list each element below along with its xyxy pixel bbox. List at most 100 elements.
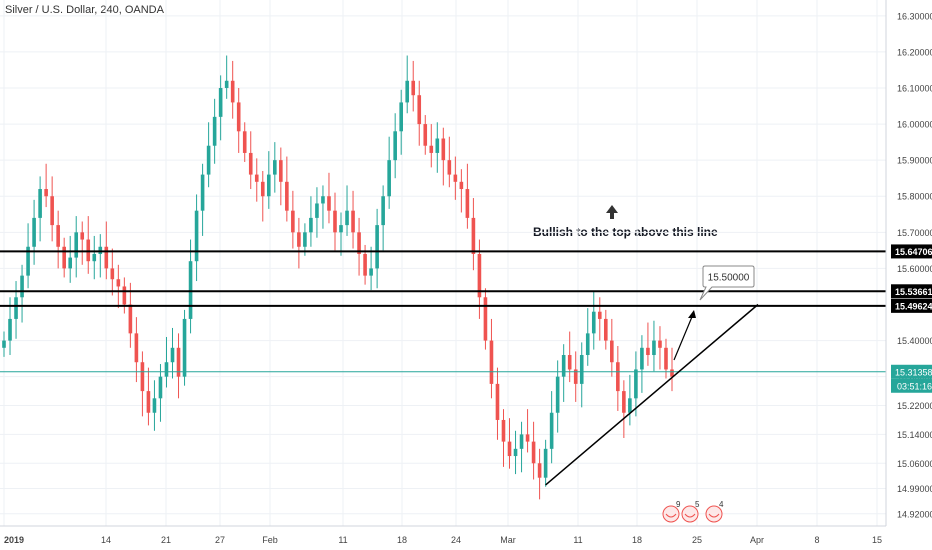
candle-body <box>513 448 518 457</box>
price-tick-label: 16.30000 <box>897 11 932 21</box>
candle-body <box>628 398 632 413</box>
flag-icon <box>681 505 699 523</box>
time-tick-label: Mar <box>500 535 516 545</box>
candle-body <box>339 225 343 233</box>
candle-body <box>417 95 422 125</box>
level-price-text: 15.53661 <box>895 287 932 297</box>
price-tick-label: 14.92000 <box>897 509 932 519</box>
flag-icon-detail <box>665 513 677 518</box>
price-tick-label: 16.10000 <box>897 83 932 93</box>
candle-body <box>664 347 668 370</box>
event-badge: 9 <box>662 500 681 523</box>
candle-body <box>561 355 566 377</box>
target-callout-text: 15.50000 <box>708 273 750 284</box>
candle-body <box>315 203 319 218</box>
countdown-tag <box>891 378 932 393</box>
candle-body <box>640 347 644 370</box>
candle-body <box>182 318 187 377</box>
candle-body <box>603 318 608 341</box>
candle-body <box>92 253 97 262</box>
annotations-layer: 15.50000 9 5 4 <box>545 205 759 523</box>
candle-body <box>531 441 536 464</box>
candle-body <box>134 333 139 363</box>
candle-body <box>465 189 470 218</box>
candle-body <box>411 80 416 96</box>
target-arrow-line <box>673 311 695 361</box>
event-badge-count: 4 <box>719 500 724 509</box>
candle-body <box>309 217 313 233</box>
candle-body <box>399 102 403 132</box>
candle-body <box>670 369 674 377</box>
candle-body <box>236 102 241 132</box>
target-callout-box <box>699 265 755 301</box>
candle-body <box>658 340 662 348</box>
price-tick-label: 16.20000 <box>897 47 932 57</box>
candle-body <box>543 448 548 478</box>
candle-body <box>242 131 247 153</box>
candle-body <box>110 268 115 280</box>
time-tick-label: 14 <box>101 535 111 545</box>
candle-body <box>200 174 205 211</box>
candle-body <box>555 376 560 413</box>
candle-body <box>351 210 355 233</box>
candle-body <box>489 340 494 384</box>
candle-body <box>453 174 458 182</box>
candle-body <box>128 304 133 334</box>
time-tick-label: 15 <box>872 535 882 545</box>
price-tick-label: 15.40000 <box>897 336 932 346</box>
candle-body <box>86 239 91 262</box>
candle-body <box>435 138 440 153</box>
candle-body <box>8 318 12 341</box>
price-tick-label: 15.70000 <box>897 228 932 238</box>
candle-body <box>327 196 331 211</box>
candle-body <box>321 196 325 204</box>
candle-body <box>622 391 626 413</box>
price-tick-label: 15.80000 <box>897 192 932 202</box>
candle-body <box>567 355 572 370</box>
candle-body <box>254 174 259 182</box>
candle-body <box>14 297 18 319</box>
candle-body <box>297 232 301 247</box>
price-tick-label: 15.90000 <box>897 156 932 166</box>
candle-body <box>591 311 596 334</box>
time-tick-label: 18 <box>632 535 642 545</box>
candle-body <box>375 225 379 269</box>
candle-body <box>279 160 283 182</box>
candle-body <box>447 160 452 175</box>
time-tick-label: 21 <box>161 535 171 545</box>
levels-layer <box>0 250 886 373</box>
level-price-text: 15.64706 <box>895 247 932 257</box>
candle-body <box>266 174 271 197</box>
candle-body <box>393 131 397 161</box>
candle-body <box>122 286 127 305</box>
price-axis: 16.30000 16.20000 16.10000 16.00000 15.90000… <box>885 0 932 526</box>
candle-body <box>224 80 229 88</box>
candle-body <box>26 246 30 276</box>
price-tick-label: 15.60000 <box>897 264 932 274</box>
candle-body <box>44 189 48 197</box>
ascending-trendline <box>545 303 759 486</box>
level-price-tag <box>891 298 932 313</box>
candle-body <box>146 391 151 413</box>
candle-body <box>363 253 367 276</box>
time-tick-label: 11 <box>338 535 347 545</box>
candle-body <box>104 246 109 269</box>
candle-body <box>616 362 620 392</box>
level-price-tag <box>891 284 932 299</box>
candle-body <box>441 138 446 161</box>
candle-body <box>495 383 500 420</box>
time-tick-label: 2019 <box>4 535 24 545</box>
candle-body <box>2 340 6 348</box>
candle-body <box>585 333 590 356</box>
candle-body <box>116 279 121 287</box>
price-tick-label: 14.99000 <box>897 484 932 494</box>
candle-body <box>152 398 157 413</box>
candle-body <box>164 362 169 377</box>
candle-body <box>634 369 638 399</box>
candle-body <box>646 347 650 356</box>
time-axis: 2019 14 21 27 Feb 11 18 24 Mar 11 18 25 Apr 8 15 <box>0 525 886 545</box>
candle-body <box>50 196 54 226</box>
chart-title: Silver / U.S. Dollar, 240, OANDA <box>5 4 164 16</box>
chart-grid <box>0 0 886 526</box>
